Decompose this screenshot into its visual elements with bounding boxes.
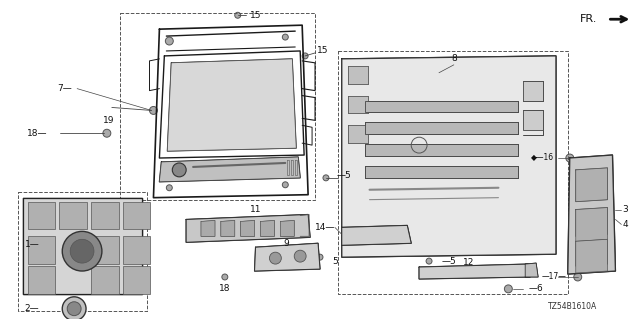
Polygon shape	[524, 110, 543, 130]
Text: 4: 4	[623, 220, 628, 229]
Circle shape	[165, 37, 173, 45]
Polygon shape	[28, 266, 55, 294]
Polygon shape	[576, 239, 607, 273]
Circle shape	[282, 182, 288, 188]
Polygon shape	[167, 59, 296, 151]
Polygon shape	[524, 81, 543, 100]
Circle shape	[172, 163, 186, 177]
Circle shape	[294, 250, 306, 262]
Polygon shape	[123, 202, 150, 229]
Polygon shape	[576, 168, 607, 202]
Circle shape	[504, 285, 512, 293]
Text: 18—: 18—	[28, 129, 48, 138]
Polygon shape	[260, 220, 275, 236]
Circle shape	[70, 239, 94, 263]
Circle shape	[269, 252, 282, 264]
Polygon shape	[365, 100, 518, 112]
Polygon shape	[186, 214, 310, 242]
Text: 5: 5	[332, 257, 338, 266]
Polygon shape	[348, 125, 367, 143]
Polygon shape	[348, 96, 367, 113]
Text: 7—: 7—	[57, 84, 72, 93]
Circle shape	[67, 302, 81, 316]
Polygon shape	[28, 202, 55, 229]
Text: FR.: FR.	[580, 14, 598, 24]
Polygon shape	[91, 202, 119, 229]
Polygon shape	[576, 208, 607, 241]
Circle shape	[62, 231, 102, 271]
Text: —6: —6	[528, 284, 543, 293]
Circle shape	[355, 192, 361, 198]
Circle shape	[89, 288, 95, 294]
Circle shape	[235, 12, 241, 18]
Polygon shape	[241, 220, 255, 236]
Polygon shape	[419, 264, 530, 279]
Circle shape	[506, 187, 511, 193]
Polygon shape	[28, 236, 55, 264]
Text: 15: 15	[250, 11, 261, 20]
Text: 1—: 1—	[24, 240, 39, 249]
Circle shape	[323, 175, 329, 181]
Polygon shape	[280, 220, 294, 236]
Polygon shape	[91, 266, 119, 294]
Text: 14—: 14—	[314, 223, 335, 232]
Circle shape	[566, 154, 574, 162]
Circle shape	[349, 60, 355, 66]
Polygon shape	[255, 243, 320, 271]
Polygon shape	[91, 236, 119, 264]
Text: 3: 3	[623, 205, 628, 214]
Polygon shape	[201, 220, 215, 236]
Circle shape	[282, 34, 288, 40]
Polygon shape	[221, 220, 235, 236]
Text: 2—: 2—	[24, 304, 39, 313]
Polygon shape	[365, 166, 518, 178]
Circle shape	[352, 152, 358, 158]
Polygon shape	[123, 266, 150, 294]
Text: 15: 15	[317, 46, 329, 55]
Circle shape	[302, 53, 308, 59]
Text: 9: 9	[284, 239, 289, 248]
Text: 19: 19	[103, 116, 115, 125]
Polygon shape	[568, 155, 616, 274]
Polygon shape	[22, 198, 141, 294]
Text: 18: 18	[219, 284, 230, 293]
Text: ◆—16: ◆—16	[531, 152, 554, 161]
Circle shape	[416, 83, 422, 89]
Text: —17—: —17—	[541, 272, 566, 282]
Polygon shape	[159, 157, 300, 182]
Text: 11: 11	[250, 205, 261, 214]
Text: TZ54B1610A: TZ54B1610A	[548, 302, 598, 311]
Polygon shape	[342, 56, 556, 257]
Circle shape	[222, 274, 228, 280]
Circle shape	[166, 185, 172, 191]
Polygon shape	[365, 122, 518, 134]
Circle shape	[506, 78, 511, 84]
Circle shape	[150, 107, 157, 114]
Circle shape	[103, 129, 111, 137]
Polygon shape	[365, 144, 518, 156]
Text: 12: 12	[463, 258, 474, 267]
Circle shape	[62, 297, 86, 320]
Text: 8: 8	[451, 54, 457, 63]
Text: —5: —5	[442, 257, 457, 266]
Polygon shape	[348, 66, 367, 84]
Polygon shape	[60, 202, 87, 229]
Circle shape	[317, 254, 323, 260]
Circle shape	[426, 258, 432, 264]
Polygon shape	[525, 263, 538, 277]
Circle shape	[574, 273, 582, 281]
Polygon shape	[342, 225, 412, 245]
Text: —5: —5	[337, 172, 351, 180]
Polygon shape	[123, 236, 150, 264]
